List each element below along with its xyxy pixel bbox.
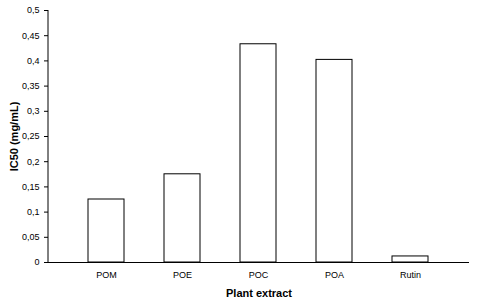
svg-text:0,35: 0,35 (22, 81, 40, 91)
svg-text:POC: POC (249, 270, 269, 280)
svg-text:0,05: 0,05 (22, 232, 40, 242)
svg-text:0,4: 0,4 (27, 56, 40, 66)
svg-text:Plant extract: Plant extract (226, 287, 292, 299)
svg-text:0,15: 0,15 (22, 182, 40, 192)
svg-text:0,1: 0,1 (27, 207, 40, 217)
svg-text:POA: POA (325, 270, 344, 280)
svg-text:0,3: 0,3 (27, 106, 40, 116)
svg-text:IC50 (mg/mL): IC50 (mg/mL) (8, 101, 20, 171)
svg-text:0,5: 0,5 (27, 5, 40, 15)
svg-text:POE: POE (173, 270, 192, 280)
svg-text:0: 0 (34, 257, 39, 267)
svg-text:POM: POM (96, 270, 117, 280)
svg-text:0,25: 0,25 (22, 131, 40, 141)
svg-text:0,2: 0,2 (27, 157, 40, 167)
svg-text:0,45: 0,45 (22, 31, 40, 41)
svg-text:Rutin: Rutin (400, 270, 421, 280)
